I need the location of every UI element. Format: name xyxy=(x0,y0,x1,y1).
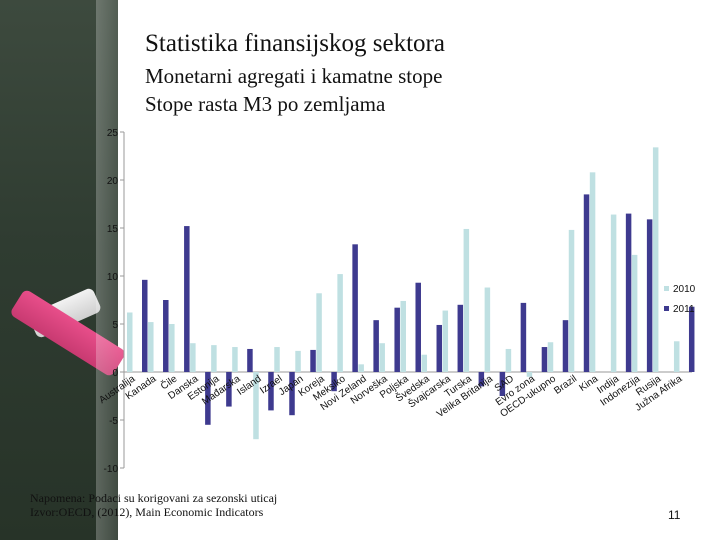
slide-title: Statistika finansijskog sektora xyxy=(145,30,445,57)
bar-2010 xyxy=(547,342,554,372)
bar-2010 xyxy=(358,364,364,372)
bar-2011 xyxy=(520,302,527,372)
bar-2010 xyxy=(337,274,343,372)
bar-2010 xyxy=(295,350,301,372)
bar-2011 xyxy=(499,372,506,396)
bar-2010 xyxy=(316,293,322,372)
y-tick-label: 10 xyxy=(107,272,119,283)
bar-2011 xyxy=(268,372,274,411)
bar-2010 xyxy=(421,354,428,372)
y-tick-label: 15 xyxy=(107,224,119,235)
bar-2010 xyxy=(610,214,617,372)
bar-2010 xyxy=(505,348,512,372)
bar-2011 xyxy=(646,219,653,372)
bar-2011 xyxy=(583,194,590,372)
page-number: 11 xyxy=(668,508,681,522)
bar-2010 xyxy=(442,310,449,372)
y-tick-label: -5 xyxy=(109,416,118,427)
bar-2010 xyxy=(463,228,470,372)
bar-2010 xyxy=(211,345,217,372)
legend-swatch-2011 xyxy=(664,306,669,311)
y-tick-label: -10 xyxy=(104,464,119,475)
footnote-source: Izvor:OECD, (2012), Main Economic Indica… xyxy=(30,505,264,519)
legend-swatch-2010 xyxy=(664,286,669,291)
chart-title: Stope rasta M3 po zemljama xyxy=(145,92,386,116)
bar-2011 xyxy=(352,244,358,372)
bar-2011 xyxy=(205,372,211,425)
bar-2010 xyxy=(148,322,154,372)
bar-2010 xyxy=(127,312,133,372)
bar-2010 xyxy=(379,343,385,372)
bar-2011 xyxy=(478,372,485,387)
bar-2010 xyxy=(589,172,596,372)
bar-2011 xyxy=(163,300,169,372)
bar-2011 xyxy=(331,372,337,392)
bar-2011 xyxy=(142,279,148,372)
bar-2010 xyxy=(253,372,259,440)
bar-2011 xyxy=(562,320,569,372)
bar-2010 xyxy=(400,300,406,372)
y-tick-label: 0 xyxy=(112,368,118,379)
bar-2010 xyxy=(190,343,196,372)
y-tick-label: 25 xyxy=(107,128,119,139)
bar-2010 xyxy=(631,254,638,372)
bar-2011 xyxy=(184,226,190,372)
bar-2010 xyxy=(232,347,238,372)
bar-2011 xyxy=(226,372,232,407)
slide-subtitle: Monetarni agregati i kamatne stope xyxy=(145,64,443,88)
bar-2011 xyxy=(625,213,632,372)
y-tick-label: 20 xyxy=(107,176,119,187)
bar-2010 xyxy=(274,347,280,372)
bar-2010 xyxy=(673,341,680,372)
legend-label-2010: 2010 xyxy=(673,284,696,295)
legend-label-2011: 2011 xyxy=(673,304,695,315)
y-tick-label: 5 xyxy=(112,320,118,331)
bar-2011 xyxy=(310,349,316,372)
bar-2010 xyxy=(169,324,175,372)
bar-2011 xyxy=(247,348,253,372)
bar-2010 xyxy=(526,372,533,377)
bar-2010 xyxy=(568,229,575,372)
bar-2010 xyxy=(484,287,491,372)
bar-2011 xyxy=(457,304,464,372)
bar-2011 xyxy=(289,372,295,416)
bar-2011 xyxy=(436,324,443,372)
chalkboard-decoration xyxy=(0,0,136,540)
bar-2011 xyxy=(541,347,548,372)
footnote-adjustment: Napomena: Podaci su korigovani za sezons… xyxy=(30,491,278,505)
bar-2011 xyxy=(373,320,379,372)
bar-2010 xyxy=(652,147,659,372)
bar-2011 xyxy=(394,307,400,372)
bar-2011 xyxy=(415,282,421,372)
bar-2011 xyxy=(688,306,695,372)
x-tick-label: Brazil xyxy=(552,373,579,396)
